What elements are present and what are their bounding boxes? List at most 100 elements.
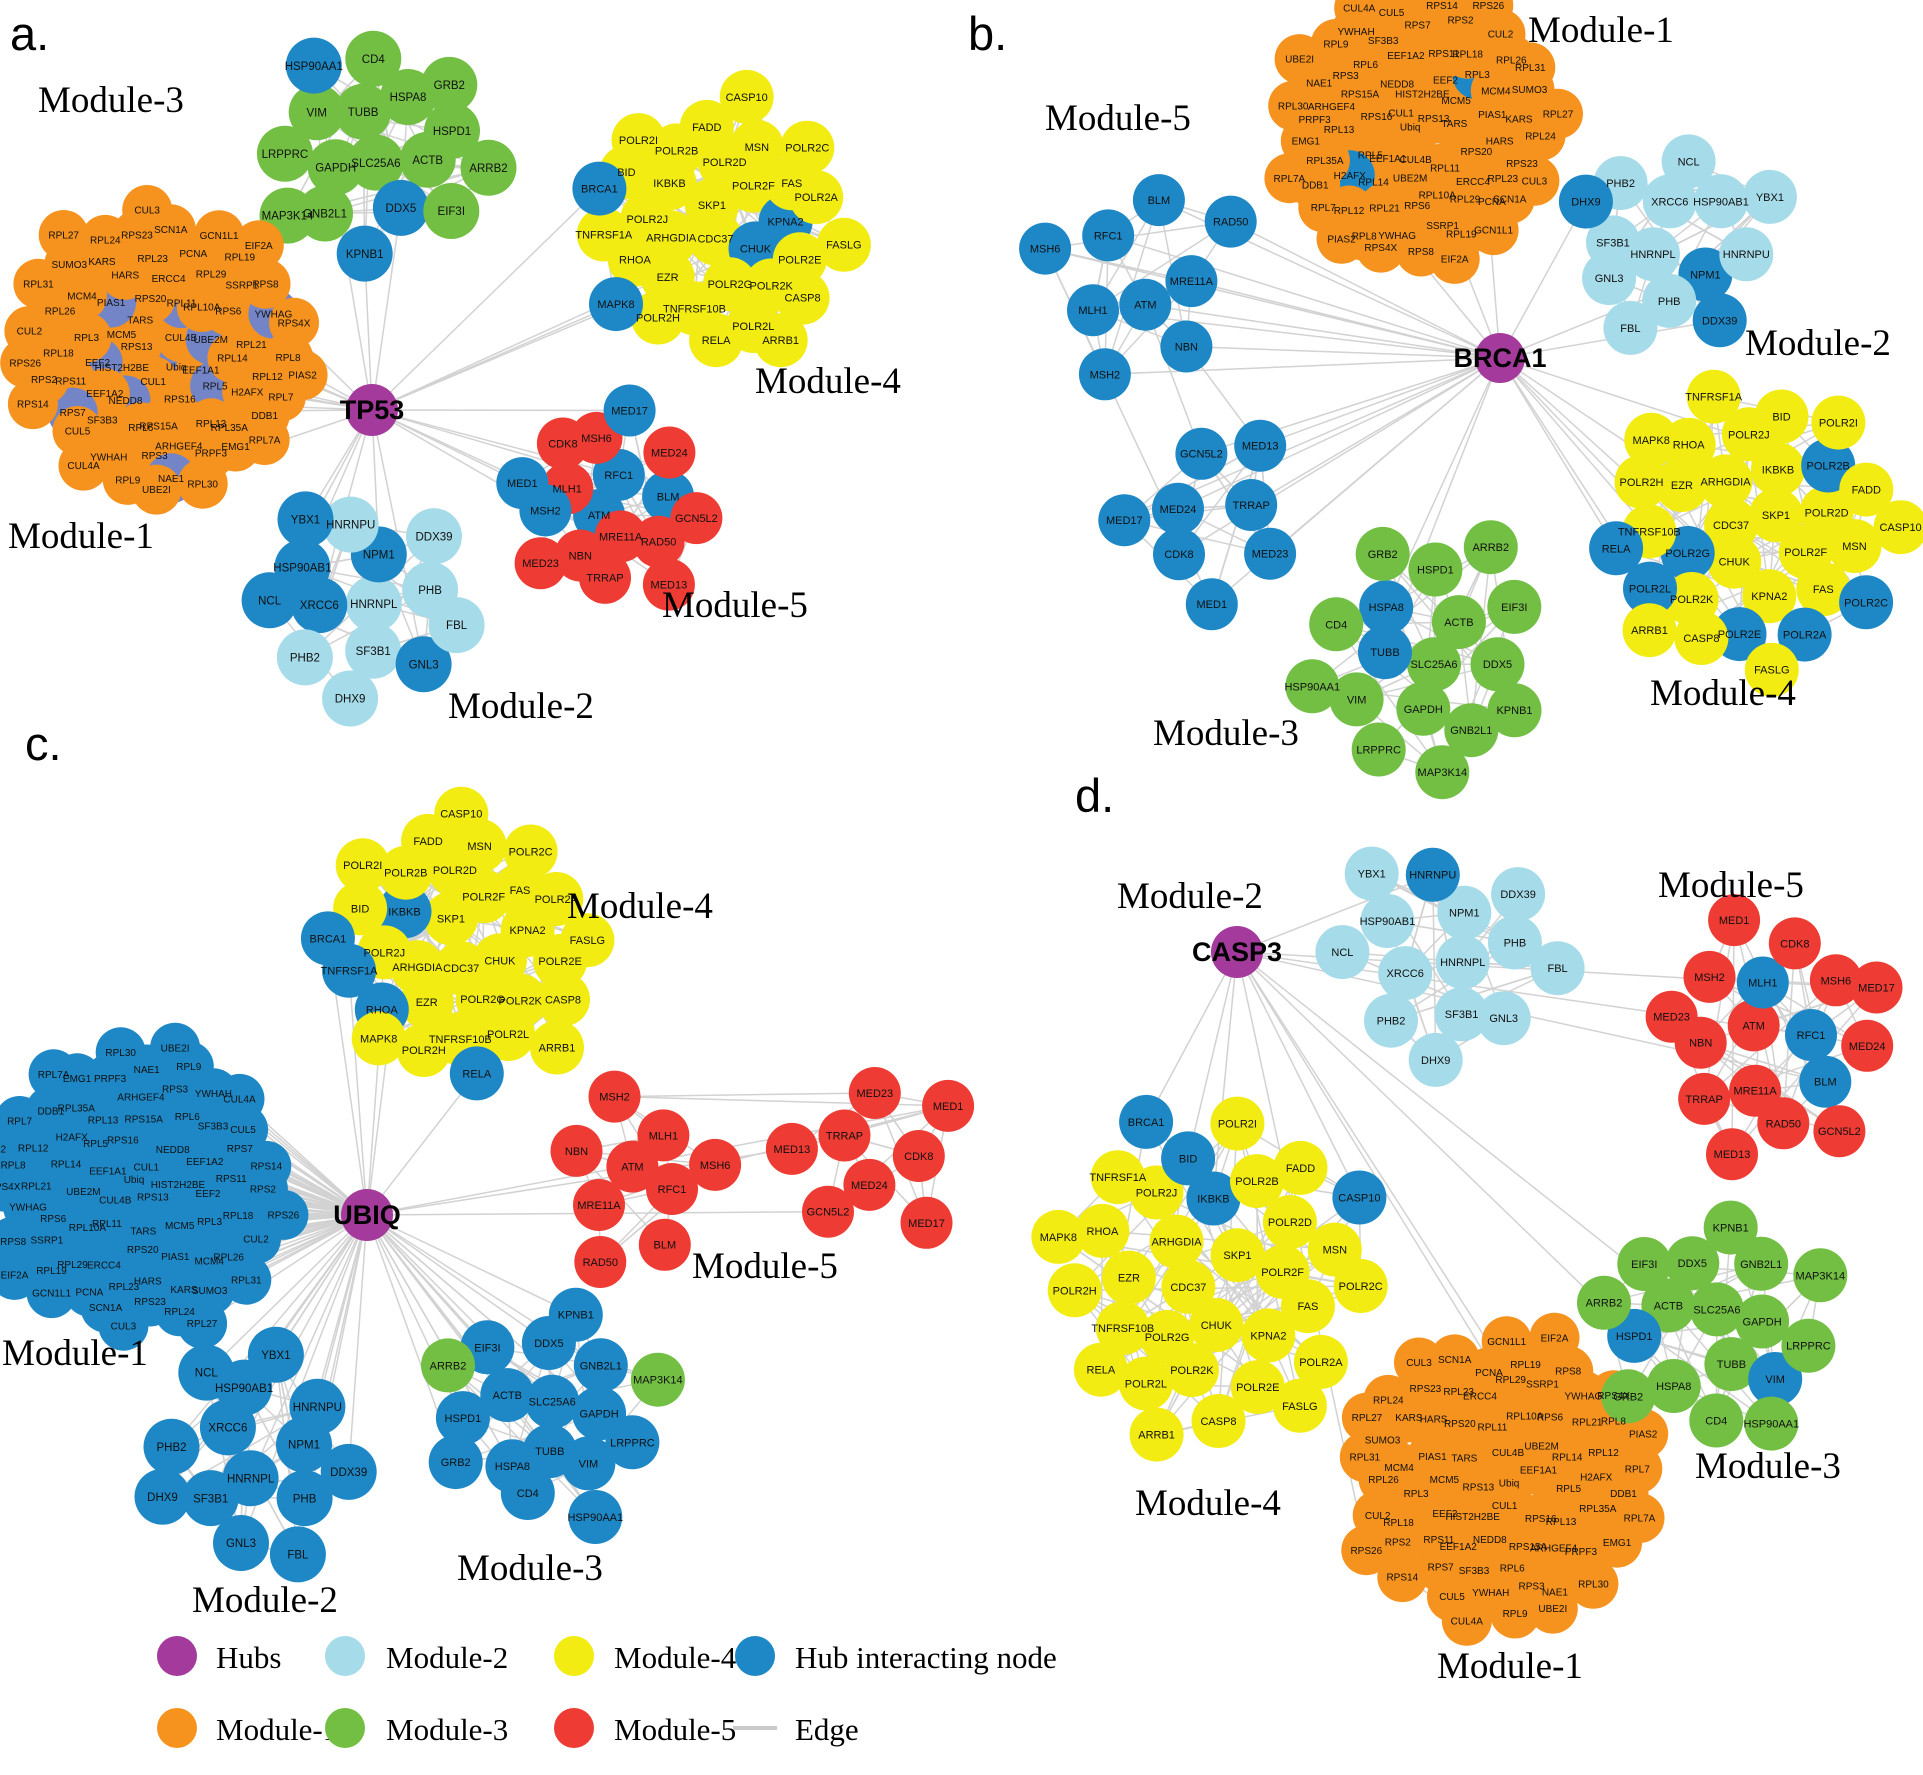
node-a-SKP1 [684,178,739,233]
node-label-d-YBX1: YBX1 [1358,869,1386,881]
node-label-a-MAPK8: MAPK8 [597,299,634,311]
panel-letter-b: b. [968,7,1007,60]
node-label-d-RPS20: RPS20 [1444,1419,1476,1430]
node-label-b-POLR2A: POLR2A [1783,630,1827,642]
node-label-c-GNL3: GNL3 [226,1538,256,1550]
node-label-d-RPL26: RPL26 [1368,1475,1399,1486]
node-a-RPS8 [240,258,291,309]
node-b-TNFRSF1A [1686,369,1741,424]
node-label-d-RFC1: RFC1 [1797,1030,1826,1042]
node-label-a-SLC25A6: SLC25A6 [351,158,400,170]
node-label-c-RPL7A: RPL7A [38,1070,70,1081]
node-label-a-RPS15A: RPS15A [139,421,178,432]
node-b-XRCC6 [1642,174,1697,229]
node-b-CUL4A [1334,0,1385,33]
node-label-d-PHB: PHB [1504,938,1527,950]
node-a-CDK8 [536,417,589,470]
node-label-a-GNB2L1: GNB2L1 [303,209,347,221]
module-caption-a-module-5: Module-5 [662,585,808,626]
node-c-MED24 [843,1158,896,1211]
node-label-b-POLR2H: POLR2H [1619,477,1663,489]
node-label-d-MSH6: MSH6 [1821,975,1852,987]
node-label-d-Ubiq: Ubiq [1499,1479,1520,1490]
node-label-c-MED23: MED23 [856,1088,893,1100]
node-label-a-RPL29: RPL29 [196,270,227,281]
node-label-c-SUMO3: SUMO3 [192,1286,228,1297]
legend-swatch-hub-interacting-node [735,1636,775,1676]
node-label-a-ARHGDIA: ARHGDIA [646,233,697,245]
node-label-c-GNB2L1: GNB2L1 [580,1360,622,1372]
node-d-ARRB2 [1577,1275,1631,1330]
node-b-RPL30 [1268,80,1319,131]
node-b-MSH6 [1019,222,1072,275]
edge [205,1214,368,1374]
node-b-YBX1 [1742,169,1797,224]
edge [1107,234,1501,359]
edge [366,1072,478,1216]
node-label-c-RPS11: RPS11 [216,1174,247,1185]
node-c-NBN [550,1124,603,1177]
node-b-EIF2A [1429,233,1480,284]
node-d-BLM [1799,1055,1852,1108]
node-label-a-MRE11A: MRE11A [599,531,643,543]
node-label-a-RPS16: RPS16 [164,394,196,405]
node-label-c-GCN5L2: GCN5L2 [807,1207,850,1219]
node-label-c-RPL10A: RPL10A [69,1223,107,1234]
module-caption-a-module-1: Module-1 [8,516,154,557]
node-label-a-MED24: MED24 [651,448,688,460]
node-label-a-HSP90AA1: HSP90AA1 [285,61,343,73]
node-a-GCN1L1 [194,210,245,261]
node-label-a-FBL: FBL [446,620,468,632]
module-caption-c-module-2: Module-2 [192,1580,338,1621]
node-label-d-POLR2B: POLR2B [1235,1176,1278,1188]
node-label-c-FAS: FAS [510,885,531,897]
node-label-a-RPS3: RPS3 [142,451,169,462]
node-label-b-ARHGDIA: ARHGDIA [1700,476,1751,488]
node-c-RPS14 [241,1140,292,1191]
node-d-IKBKB [1186,1171,1241,1226]
hub-label-TP53: TP53 [340,395,405,425]
node-label-b-MSH6: MSH6 [1030,244,1061,256]
node-label-b-PIAS2: PIAS2 [1327,234,1356,245]
node-label-a-EIF3I: EIF3I [438,206,465,218]
node-d-HNRNPU [1405,847,1460,902]
edge [371,409,630,412]
node-a-CUL4A [58,440,109,491]
node-a-MAPK8 [589,277,643,332]
edge [347,1214,368,1472]
node-b-CUL3 [1509,155,1560,206]
node-label-c-CUL4A: CUL4A [223,1095,256,1106]
node-label-b-EMG1: EMG1 [1292,137,1321,148]
node-b-HSP90AB1 [1694,174,1748,229]
node-a-CD4 [345,30,402,87]
node-c-RELA [449,1046,504,1101]
node-a-YBX1 [277,491,334,548]
node-b-KPNB1 [1487,683,1542,738]
node-label-a-DDX39: DDX39 [415,532,452,544]
node-label-c-CUL2: CUL2 [243,1235,269,1246]
node-label-c-NAE1: NAE1 [134,1065,161,1076]
node-label-d-GAPDH: GAPDH [1743,1317,1782,1329]
node-label-c-MCM4: MCM4 [194,1257,224,1268]
node-label-d-RPS14: RPS14 [1386,1573,1418,1584]
node-b-RPL27 [1533,88,1583,139]
node-a-HNRNPU [322,496,379,553]
node-label-d-HARS: HARS [1420,1415,1448,1426]
node-label-c-FBL: FBL [287,1550,309,1562]
node-label-a-UBE2I: UBE2I [142,485,171,496]
node-label-b-RPL9: RPL9 [1323,40,1348,51]
module-caption-c-module-4: Module-4 [567,886,713,927]
node-label-d-NCL: NCL [1331,947,1353,959]
node-b-CHUK [1707,534,1762,589]
node-label-b-ARHGEF4: ARHGEF4 [1308,102,1356,113]
node-c-RPS26 [258,1189,309,1240]
node-label-d-CHUK: CHUK [1201,1320,1233,1332]
node-label-a-EEF1A1: EEF1A1 [182,365,220,376]
node-label-d-MCM4: MCM4 [1384,1463,1414,1474]
node-label-b-RPS8: RPS8 [1408,247,1435,258]
edge [366,1214,550,1344]
node-d-RPL31 [1339,1432,1390,1483]
node-label-b-PIAS1: PIAS1 [1478,110,1507,121]
node-label-a-FASLG: FASLG [826,240,861,252]
node-label-b-YWHAH: YWHAH [1337,27,1374,38]
